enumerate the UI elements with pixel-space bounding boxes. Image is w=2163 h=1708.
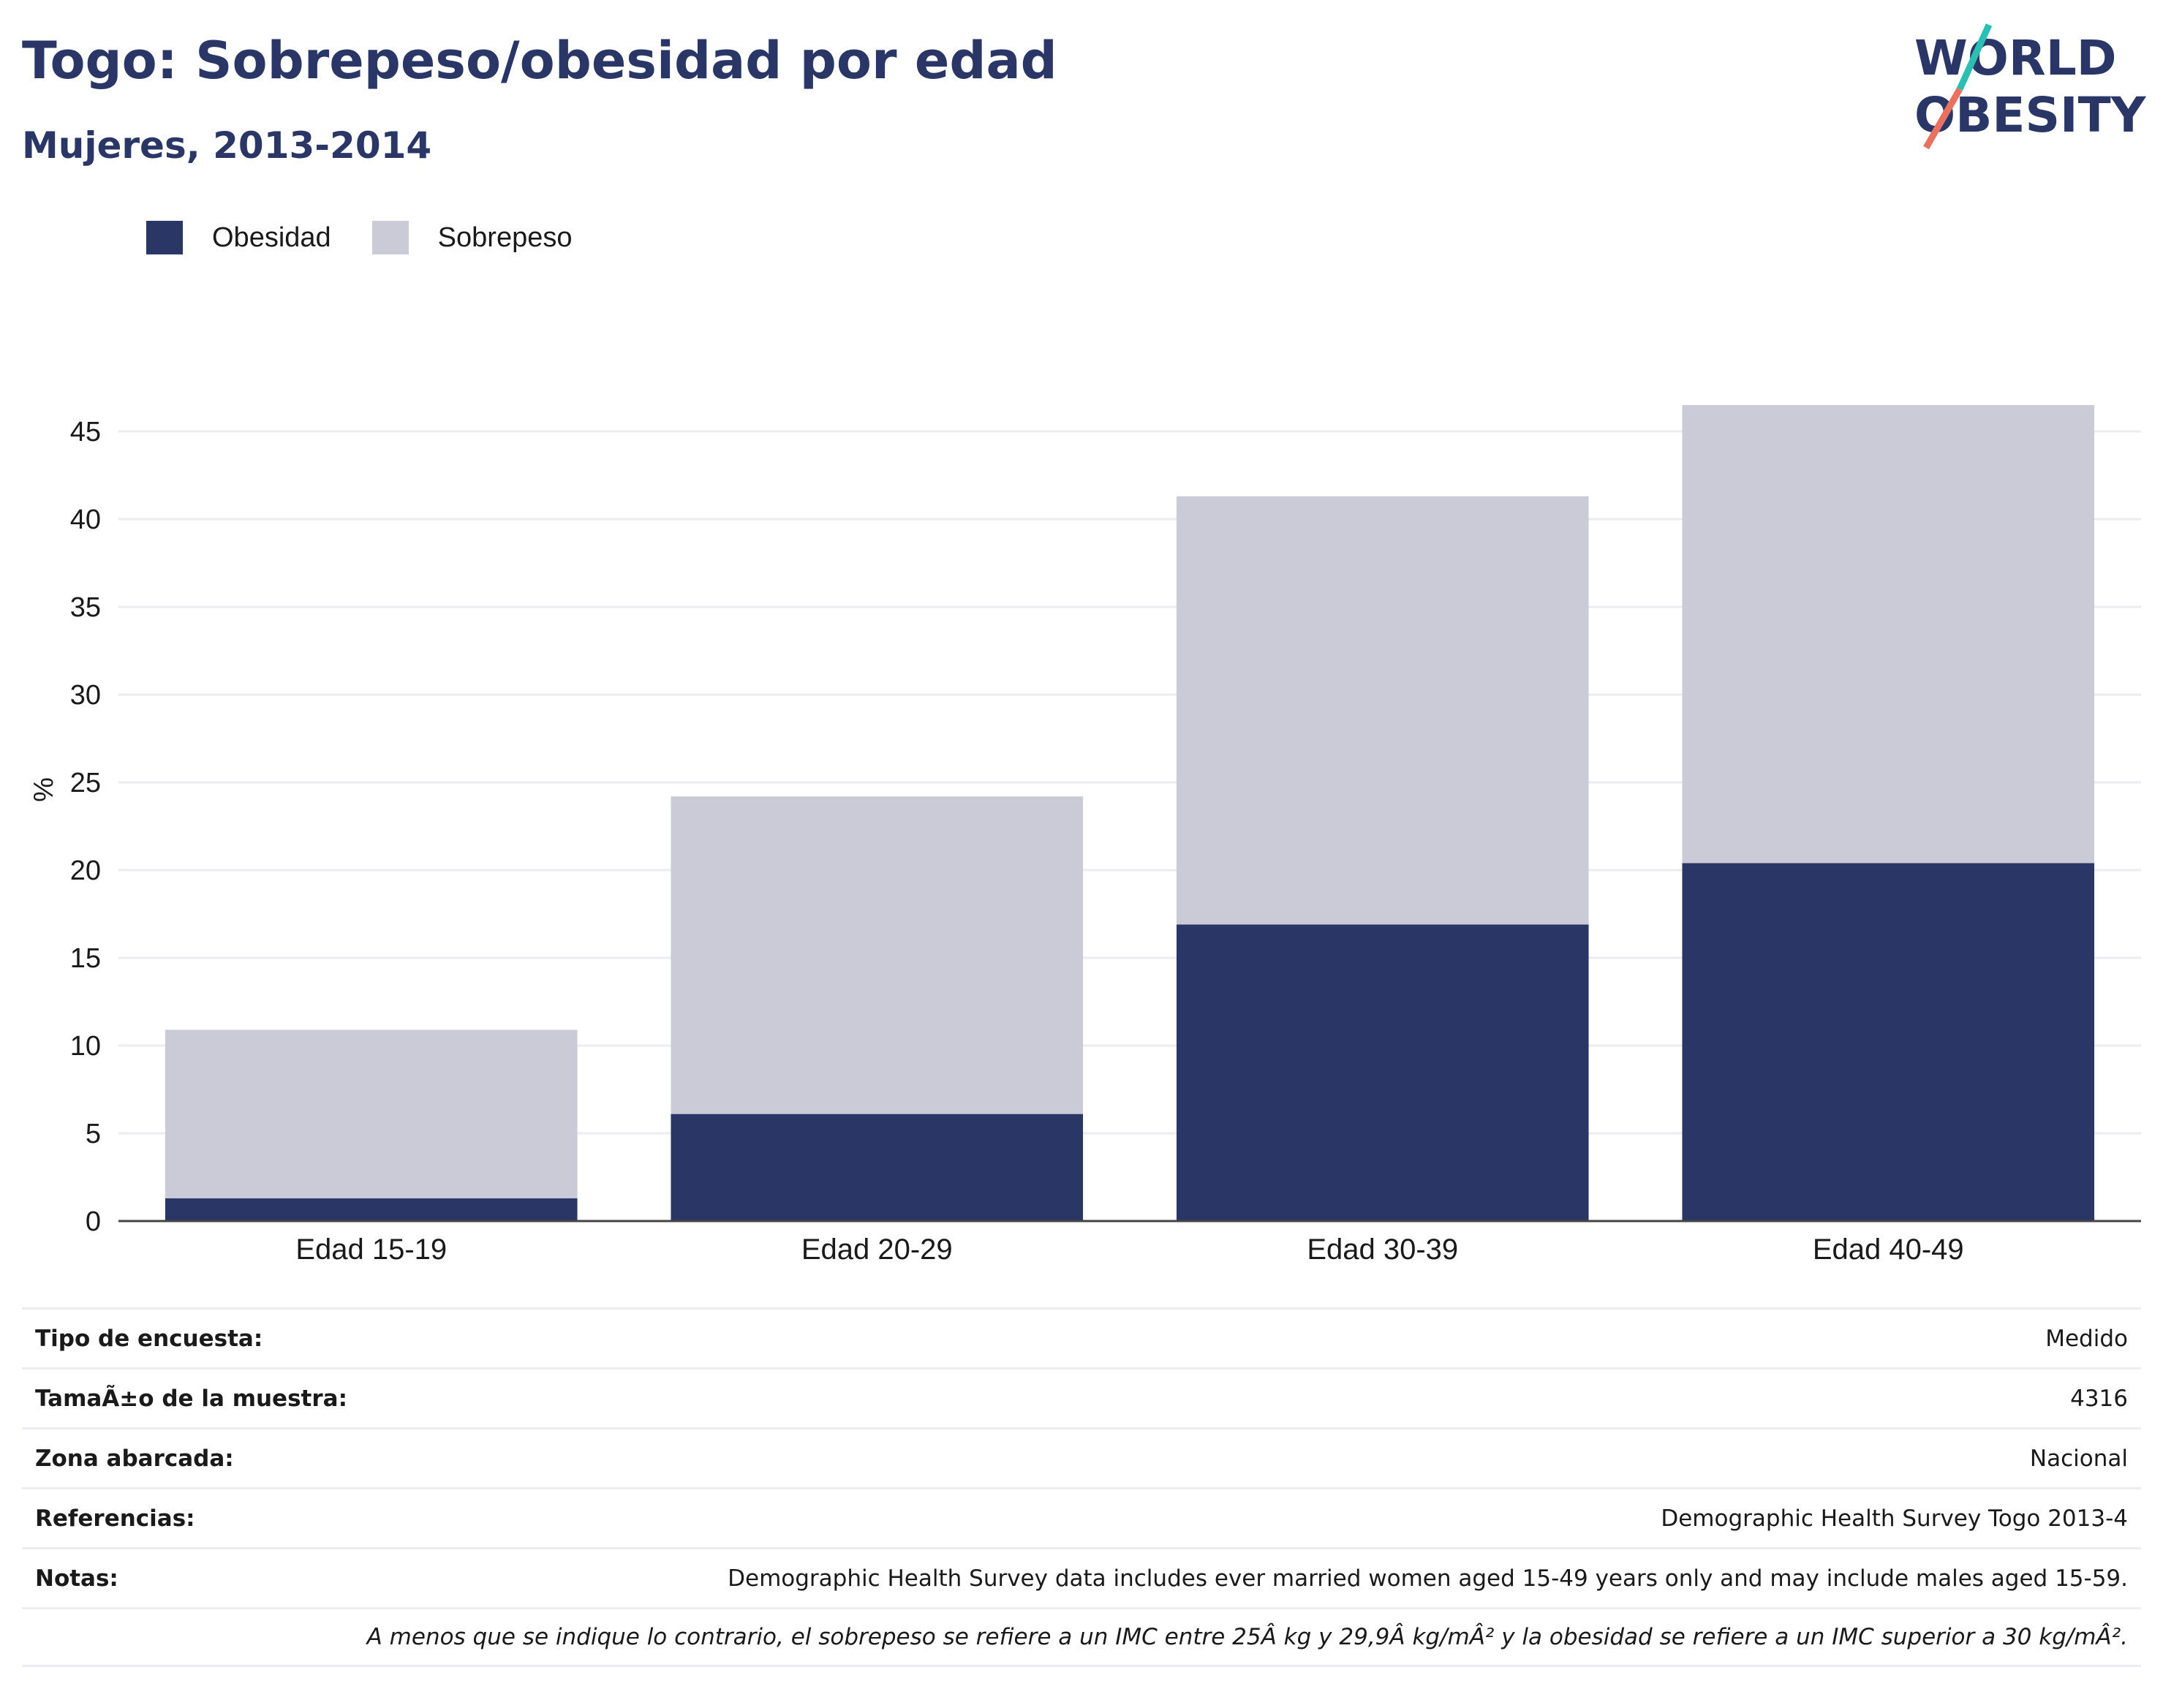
info-row-survey-type: Tipo de encuesta: Medido — [22, 1307, 2141, 1367]
page-subtitle: Mujeres, 2013-2014 — [22, 124, 432, 167]
bar-obesidad-1 — [165, 1198, 578, 1221]
legend-label-obesidad: Obesidad — [212, 222, 331, 253]
info-label: TamaÃ±o de la muestra: — [35, 1385, 347, 1412]
info-label: Notas: — [35, 1565, 118, 1592]
logo-slash-teal — [1956, 23, 1993, 91]
logo-slash-coral — [1923, 87, 1963, 150]
info-value: Demographic Health Survey data includes … — [728, 1565, 2128, 1592]
bar-sobrepeso-3 — [1176, 496, 1589, 925]
y-tick-label: 35 — [70, 592, 101, 623]
logo-word-1: WORLD — [1914, 30, 2117, 86]
page-title: Togo: Sobrepeso/obesidad por edad — [22, 31, 1057, 91]
x-tick-label: Edad 15-19 — [295, 1233, 447, 1266]
info-value: 4316 — [2070, 1385, 2128, 1412]
bar-obesidad-3 — [1176, 924, 1589, 1221]
legend-swatch-sobrepeso — [371, 221, 409, 254]
y-tick-label: 45 — [70, 417, 101, 447]
stacked-bar-chart: 0 5 10 15 20 25 30 35 40 45% Edad 15-19 Edad 20-29 E… — [29, 405, 2141, 1266]
footnote-text: A menos que se indique lo contrario, el … — [366, 1624, 2128, 1650]
bar-sobrepeso-2 — [671, 796, 1084, 1114]
x-tick-label: Edad 20-29 — [801, 1233, 953, 1266]
y-tick-label: 40 — [70, 505, 101, 535]
bar-obesidad-4 — [1682, 863, 2095, 1221]
chart-legend: Obesidad Sobrepeso — [146, 219, 613, 256]
bar-sobrepeso-1 — [165, 1029, 578, 1198]
bar-sobrepeso-4 — [1682, 405, 2095, 864]
legend-swatch-obesidad — [146, 221, 183, 254]
logo-word-2: OBESITY — [1914, 87, 2147, 143]
x-tick-label: Edad 40-49 — [1813, 1233, 1964, 1266]
info-row-notes: Notas: Demographic Health Survey data in… — [22, 1547, 2141, 1607]
y-tick-label: 0 — [86, 1206, 101, 1237]
info-row-sample-size: TamaÃ±o de la muestra: 4316 — [22, 1367, 2141, 1427]
info-row-references: Referencias: Demographic Health Survey T… — [22, 1487, 2141, 1547]
info-value: Medido — [2045, 1325, 2128, 1352]
y-axis-label: % — [29, 777, 59, 802]
world-obesity-logo: WORLD OBESITY — [1914, 23, 2147, 150]
y-tick-label: 25 — [70, 768, 101, 798]
survey-info-table: Tipo de encuesta: Medido TamaÃ±o de la m… — [22, 1307, 2141, 1667]
y-tick-label: 30 — [70, 680, 101, 711]
info-label: Tipo de encuesta: — [35, 1325, 263, 1352]
info-value: Nacional — [2029, 1445, 2128, 1472]
info-row-footnote: A menos que se indique lo contrario, el … — [22, 1607, 2141, 1667]
y-tick-label: 15 — [70, 943, 101, 974]
info-row-coverage: Zona abarcada: Nacional — [22, 1427, 2141, 1487]
x-tick-label: Edad 30-39 — [1307, 1233, 1458, 1266]
info-label: Zona abarcada: — [35, 1445, 234, 1472]
y-tick-label: 10 — [70, 1031, 101, 1062]
legend-item-obesidad[interactable]: Obesidad — [146, 221, 331, 254]
y-tick-label: 5 — [86, 1119, 101, 1149]
legend-label-sobrepeso: Sobrepeso — [437, 222, 573, 253]
info-label: Referencias: — [35, 1505, 195, 1532]
legend-item-sobrepeso[interactable]: Sobrepeso — [371, 221, 573, 254]
bar-obesidad-2 — [671, 1114, 1084, 1221]
info-value: Demographic Health Survey Togo 2013-4 — [1661, 1505, 2128, 1532]
y-tick-label: 20 — [70, 855, 101, 886]
